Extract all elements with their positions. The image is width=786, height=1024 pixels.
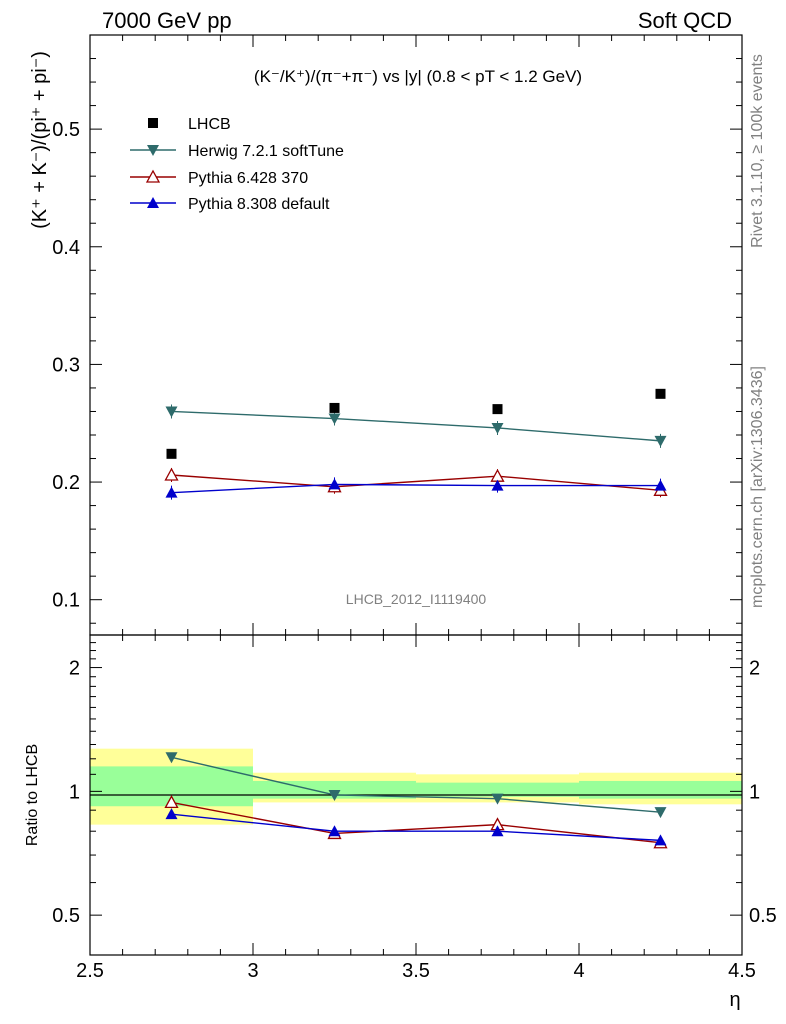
main-point-pythia6	[164, 467, 179, 481]
main-ytick-label: 0.4	[52, 237, 80, 259]
legend-marker-lhcb	[148, 118, 158, 128]
source-label: mcplots.cern.ch [arXiv:1306.3436]	[749, 366, 766, 608]
main-point-herwig	[165, 406, 178, 418]
ratio-markers	[164, 752, 668, 849]
ratio-ytick-label-right: 1	[749, 781, 760, 803]
main-point-pythia8	[328, 478, 341, 490]
rivet-label: Rivet 3.1.10, ≥ 100k events	[749, 54, 766, 248]
main-ytick-labels: 0.1 0.2 0.3 0.4 0.5	[52, 119, 80, 612]
legend: LHCB Herwig 7.2.1 softTune Pythia 6.428 …	[130, 116, 344, 213]
legend-pythia8: Pythia 8.308 default	[188, 196, 330, 213]
main-ytick-label: 0.2	[52, 472, 80, 494]
main-line-pythia8	[171, 483, 661, 494]
ratio-point-pythia8	[165, 808, 178, 820]
ratio-point-pythia8	[491, 825, 504, 837]
ratio-point-pythia8	[328, 825, 341, 837]
ratio-point-herwig	[165, 752, 178, 764]
main-point-herwig	[654, 435, 667, 447]
header-right: Soft QCD	[638, 8, 732, 33]
ratio-ytick-label-left: 2	[69, 658, 80, 680]
ratio-point-herwig	[328, 789, 341, 801]
main-ytick-label: 0.5	[52, 119, 80, 141]
legend-marker-pythia8	[147, 197, 159, 208]
main-point-lhcb	[492, 404, 503, 415]
legend-symbols	[130, 118, 176, 208]
main-point-pythia8	[165, 486, 178, 498]
ratio-line-pythia8	[171, 813, 661, 842]
main-point-lhcb	[166, 448, 177, 459]
main-point-pythia6	[490, 468, 505, 482]
xtick-label: 3.5	[402, 960, 430, 982]
main-point-lhcb	[329, 402, 340, 413]
xtick-label: 4.5	[728, 960, 756, 982]
ratio-ytick-label-left: 0.5	[52, 905, 80, 927]
main-markers	[164, 388, 668, 498]
ratio-line-herwig	[171, 756, 661, 813]
legend-herwig: Herwig 7.2.1 softTune	[188, 143, 344, 160]
ratio-point-pythia6	[164, 795, 179, 809]
ratio-line-pythia6	[171, 801, 661, 844]
xtick-label: 3	[247, 960, 258, 982]
main-point-herwig	[328, 413, 341, 425]
ratio-ytick-label-right: 2	[749, 658, 760, 680]
legend-lhcb: LHCB	[188, 116, 231, 133]
main-ytick-label: 0.1	[52, 590, 80, 612]
ratio-band-inner	[579, 780, 742, 799]
ratio-panel: 0.5 0.5 1 1 2 2 Ratio to LHCB 2.5 3 3.5 4 4.5 η	[24, 634, 777, 1011]
legend-marker-pythia6	[145, 169, 161, 183]
main-ticks	[89, 35, 743, 635]
ratio-series-lines	[171, 756, 661, 844]
xtick-labels: 2.5 3 3.5 4 4.5	[76, 960, 756, 982]
main-line-pythia6	[171, 474, 661, 491]
watermark: LHCB_2012_I1119400	[346, 591, 487, 607]
ratio-ytick-labels: 0.5 0.5 1 1 2 2	[52, 658, 777, 928]
legend-marker-herwig	[147, 145, 159, 156]
header-left: 7000 GeV pp	[102, 8, 232, 33]
xtick-label: 4	[573, 960, 584, 982]
xaxis-label: η	[729, 989, 740, 1011]
main-title: (K⁻/K⁺)/(π⁻+π⁻) vs |y| (0.8 < pT < 1.2 G…	[254, 67, 582, 86]
main-point-pythia8	[654, 479, 667, 491]
main-line-herwig	[171, 410, 661, 442]
main-point-pythia8	[491, 479, 504, 491]
ratio-bands	[90, 748, 742, 825]
ratio-point-pythia8	[654, 834, 667, 846]
ratio-point-herwig	[491, 793, 504, 805]
main-ylabel: (K⁺ + K⁻)/(pi⁺ + pi⁻)	[29, 51, 51, 229]
ratio-point-herwig	[654, 807, 667, 819]
legend-pythia6: Pythia 6.428 370	[188, 170, 308, 187]
ratio-band-inner	[416, 782, 579, 797]
main-series-lines	[171, 404, 661, 500]
ratio-ytick-label-left: 1	[69, 781, 80, 803]
ratio-ylabel: Ratio to LHCB	[24, 744, 41, 846]
main-panel: 0.1 0.2 0.3 0.4 0.5 (K⁻/K⁺)/(π⁻+π⁻) vs |y| (…	[29, 34, 743, 636]
ratio-ytick-label-right: 0.5	[749, 905, 777, 927]
ratio-ticks	[89, 635, 743, 956]
main-point-lhcb	[655, 388, 666, 399]
main-ytick-label: 0.3	[52, 354, 80, 376]
xtick-label: 2.5	[76, 960, 104, 982]
main-point-herwig	[491, 422, 504, 434]
ratio-frame	[89, 634, 743, 956]
